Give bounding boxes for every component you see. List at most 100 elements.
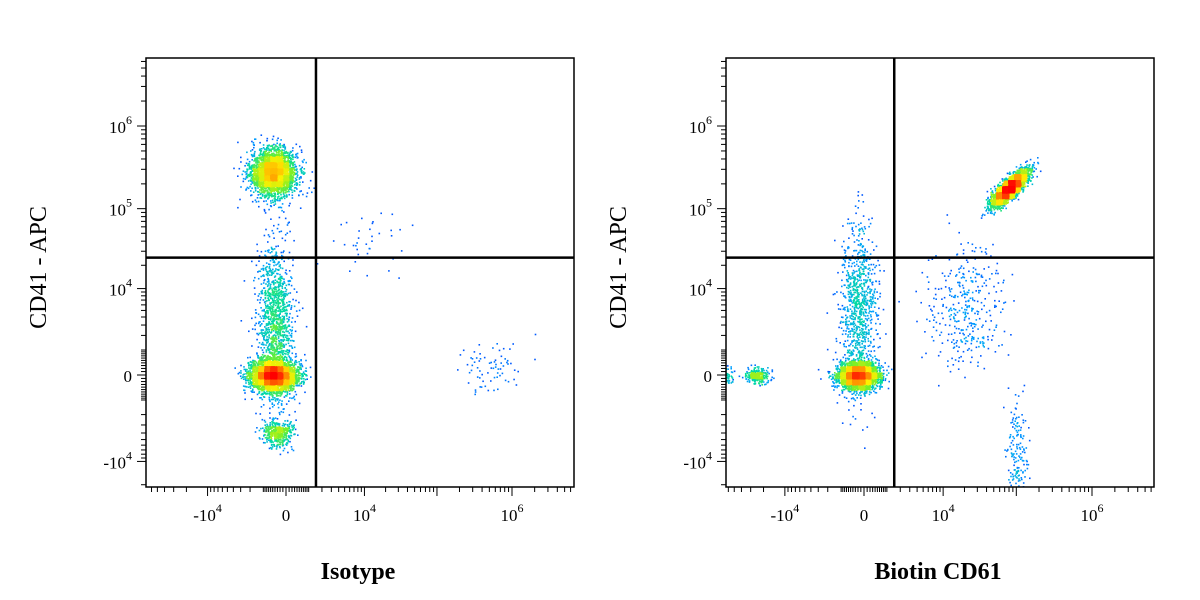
event-dot	[281, 185, 283, 188]
event-dot	[298, 361, 300, 363]
event-dot	[276, 445, 278, 447]
event-dot	[246, 170, 248, 173]
event-dot	[300, 385, 303, 387]
event-dot	[263, 191, 266, 194]
event-dot	[534, 333, 537, 336]
event-dot	[281, 285, 283, 288]
event-dot	[279, 399, 281, 401]
event-dot	[290, 308, 292, 310]
event-dot	[260, 514, 262, 516]
event-dot	[264, 254, 266, 257]
event-dot	[272, 526, 274, 528]
event-dot	[255, 181, 258, 183]
event-dot	[487, 389, 490, 392]
event-dot	[251, 328, 254, 330]
event-dot	[274, 392, 276, 395]
event-dot	[297, 366, 299, 368]
event-dot	[287, 222, 290, 224]
event-dot	[280, 344, 283, 346]
event-dot	[289, 172, 291, 174]
event-dot	[274, 149, 277, 152]
event-dot	[274, 310, 276, 312]
event-dot	[289, 358, 292, 361]
event-dot	[239, 375, 242, 377]
event-dot	[281, 431, 284, 434]
event-dot	[292, 387, 295, 390]
event-dot	[272, 511, 274, 513]
event-dot	[271, 521, 273, 523]
event-dot	[260, 148, 263, 150]
event-dot	[259, 385, 261, 388]
event-dot	[268, 194, 270, 197]
event-dot	[285, 403, 288, 405]
event-dot	[279, 277, 281, 279]
event-dot	[284, 271, 287, 274]
event-dot	[250, 367, 252, 369]
event-dot	[293, 395, 295, 398]
event-dot	[278, 426, 281, 428]
event-dot	[293, 161, 296, 163]
event-dot	[261, 188, 263, 191]
event-dot	[254, 164, 256, 167]
event-dot	[268, 157, 271, 160]
event-dot	[287, 174, 290, 177]
event-dot	[388, 270, 390, 272]
event-dot	[298, 194, 300, 196]
event-dot	[268, 335, 270, 337]
event-dot	[282, 298, 285, 301]
event-dot	[256, 338, 258, 341]
event-dot	[490, 361, 492, 364]
event-dot	[275, 343, 278, 346]
event-dot	[290, 361, 293, 363]
event-dot	[270, 145, 272, 148]
event-dot	[276, 360, 278, 363]
event-dot	[276, 186, 279, 189]
event-dot	[284, 362, 286, 364]
event-dot	[288, 318, 290, 321]
event-dot	[411, 224, 414, 227]
event-dot	[278, 357, 281, 360]
event-dot	[251, 385, 254, 387]
event-dot	[291, 382, 293, 384]
event-dot	[289, 397, 291, 399]
event-dot	[275, 398, 278, 400]
event-dot	[276, 328, 279, 330]
event-dot	[270, 188, 272, 191]
event-dot	[271, 195, 273, 198]
event-dot	[282, 336, 285, 339]
event-dot	[257, 322, 260, 325]
event-dot	[258, 184, 260, 187]
event-dot	[265, 152, 267, 155]
event-dot	[273, 317, 275, 319]
event-dot	[267, 279, 270, 281]
event-dot	[290, 169, 292, 172]
event-dot	[246, 151, 248, 154]
event-dot	[252, 522, 254, 524]
event-dot	[259, 172, 261, 174]
event-dot	[288, 414, 291, 416]
event-dot	[259, 148, 261, 150]
event-dot	[278, 291, 281, 294]
event-dot	[254, 293, 256, 295]
event-dot	[262, 188, 265, 191]
event-dot	[313, 187, 315, 189]
event-dot	[244, 392, 246, 394]
event-dot	[310, 376, 312, 378]
event-dot	[268, 399, 271, 401]
event-dot	[268, 263, 270, 265]
event-dot	[278, 358, 280, 361]
event-dot	[264, 155, 266, 158]
event-dot	[252, 366, 255, 369]
event-dot	[269, 270, 271, 273]
event-dot	[269, 343, 271, 346]
event-dot	[273, 528, 275, 530]
event-dot	[260, 150, 262, 152]
event-dot	[500, 362, 502, 364]
event-dot	[292, 380, 294, 382]
event-dot	[275, 448, 278, 450]
event-dot	[269, 525, 271, 527]
event-dot	[258, 429, 261, 432]
event-dot	[493, 389, 495, 392]
event-dot	[259, 177, 261, 180]
event-dot	[290, 345, 293, 347]
